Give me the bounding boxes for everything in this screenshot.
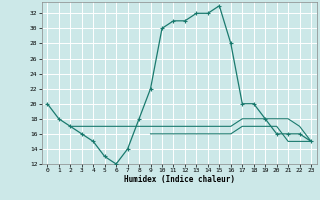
X-axis label: Humidex (Indice chaleur): Humidex (Indice chaleur) [124,175,235,184]
